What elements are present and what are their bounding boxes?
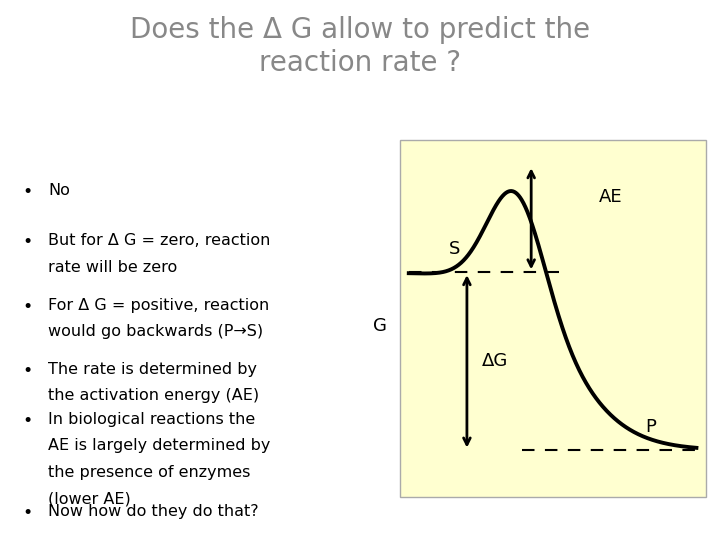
Text: AE: AE [598, 188, 622, 206]
Text: the activation energy (AE): the activation energy (AE) [48, 388, 259, 403]
Text: •: • [22, 184, 32, 201]
Text: For Δ G = positive, reaction: For Δ G = positive, reaction [48, 298, 269, 313]
Text: ΔG: ΔG [482, 353, 508, 370]
Text: Does the Δ G allow to predict the
reaction rate ?: Does the Δ G allow to predict the reacti… [130, 16, 590, 77]
Text: S: S [449, 240, 460, 258]
Text: •: • [22, 233, 32, 252]
Text: would go backwards (P→S): would go backwards (P→S) [48, 324, 264, 339]
Text: P: P [645, 418, 656, 436]
Text: But for Δ G = zero, reaction: But for Δ G = zero, reaction [48, 233, 271, 248]
Text: •: • [22, 504, 32, 522]
Text: rate will be zero: rate will be zero [48, 260, 177, 275]
Text: •: • [22, 411, 32, 430]
Text: No: No [48, 184, 70, 199]
Text: •: • [22, 362, 32, 380]
Text: (lower AE): (lower AE) [48, 492, 131, 507]
Text: G: G [373, 317, 387, 335]
Text: the presence of enzymes: the presence of enzymes [48, 465, 251, 480]
Text: In biological reactions the: In biological reactions the [48, 411, 256, 427]
Text: The rate is determined by: The rate is determined by [48, 362, 257, 377]
Text: •: • [22, 298, 32, 315]
Text: Now how do they do that?: Now how do they do that? [48, 504, 258, 519]
Text: AE is largely determined by: AE is largely determined by [48, 438, 271, 453]
